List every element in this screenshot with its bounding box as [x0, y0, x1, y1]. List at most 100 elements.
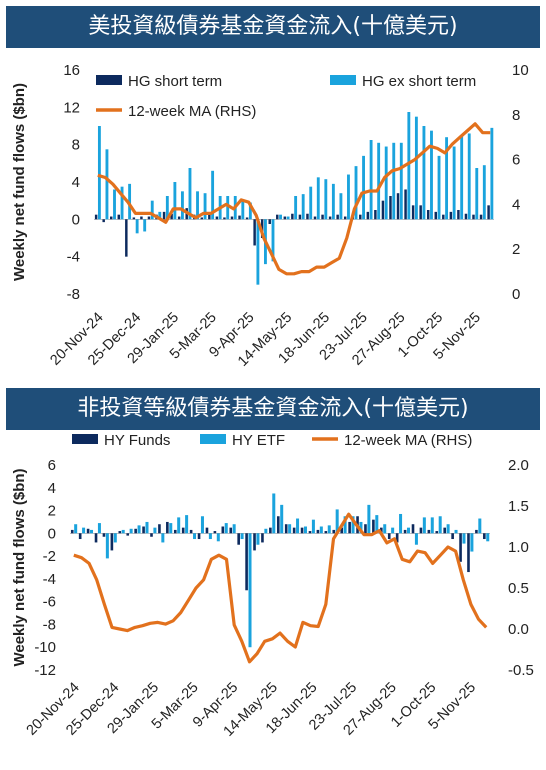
hy-legend-label: HY ETF — [232, 432, 285, 449]
hg-bar-hg-short-term — [223, 217, 226, 220]
hy-bar-hy-funds — [213, 531, 217, 534]
hy-bar-hy-funds — [126, 533, 130, 536]
hg-ma-line — [97, 122, 491, 276]
hg-bar-hg-short-term — [359, 214, 362, 220]
hy-bar-hy-funds — [459, 533, 462, 562]
hg-legend-swatch — [330, 75, 356, 85]
hy-bar-hy-etf — [303, 526, 307, 534]
chart-1-title: 美投資級債券基金資金流入(十億美元) — [6, 6, 540, 48]
hy-bar-hy-etf — [145, 521, 149, 534]
hg-bar-hg-short-term — [479, 214, 483, 220]
hg-bar-hg-short-term — [472, 214, 475, 220]
hg-bar-hg-ex-short-term — [460, 135, 464, 220]
hy-bar-hy-funds — [110, 533, 114, 551]
hy-bar-hy-etf — [478, 518, 482, 534]
hy-y-tick-label: 2 — [48, 503, 56, 520]
hy-bar-hy-funds — [364, 524, 367, 534]
hg-bar-hg-short-term — [177, 216, 181, 220]
hy-bar-hy-funds — [451, 533, 454, 540]
hy-bar-hy-funds — [483, 533, 486, 540]
hy-bar-hy-etf — [430, 517, 434, 534]
hy-y-tick-label: 6 — [48, 457, 56, 474]
hg-bar-hg-ex-short-term — [339, 193, 343, 220]
hy-y-tick-label: -10 — [34, 639, 56, 656]
hy-bar-hy-funds — [324, 531, 328, 534]
hg-bar-hg-ex-short-term — [490, 127, 494, 220]
hg-bar-hg-ex-short-term — [392, 142, 396, 220]
hg-bar-hg-short-term — [464, 213, 468, 220]
hy-bar-hy-etf — [319, 526, 323, 534]
hy-bar-hy-funds — [197, 533, 201, 540]
hy-bar-hy-etf — [296, 518, 300, 534]
hg-bar-hg-ex-short-term — [135, 219, 139, 234]
hg-bar-hg-short-term — [200, 217, 204, 220]
hy-bar-hy-funds — [419, 527, 423, 534]
hg-bar-hg-short-term — [426, 210, 430, 220]
hy-bar-hy-funds — [380, 527, 383, 534]
hy-bar-hy-etf — [343, 516, 347, 534]
hg-bar-hg-ex-short-term — [203, 193, 207, 220]
hg-bar-hg-short-term — [170, 213, 173, 220]
hy-bar-hy-funds — [411, 524, 415, 534]
hg-y-tick-label: -8 — [67, 286, 80, 303]
hy-bar-hy-etf — [137, 525, 141, 534]
hg-bar-hg-ex-short-term — [422, 126, 426, 220]
hy-bar-hy-funds — [427, 529, 431, 534]
hy-bar-hy-etf — [129, 528, 133, 534]
hg-bar-hg-short-term — [374, 210, 377, 220]
hg-bar-hg-short-term — [366, 211, 370, 220]
hy-bar-hy-etf — [177, 517, 181, 534]
hg-bar-hg-ex-short-term — [445, 137, 449, 220]
hg-y2-tick-label: 4 — [512, 196, 520, 213]
hg-bar-hg-short-term — [389, 196, 392, 220]
hy-bar-hy-funds — [205, 527, 209, 534]
hg-bar-hg-ex-short-term — [105, 149, 109, 220]
hg-bar-hg-short-term — [132, 217, 136, 220]
hy-bar-hy-funds — [403, 529, 407, 534]
hy-bar-hy-funds — [189, 529, 193, 534]
hg-bar-hg-ex-short-term — [158, 211, 162, 220]
hg-bar-hg-short-term — [411, 205, 415, 220]
hg-bar-hg-ex-short-term — [347, 174, 350, 220]
hg-bar-hg-short-term — [162, 211, 166, 220]
hg-legend-label: HG ex short term — [362, 73, 476, 90]
hy-bar-hy-funds — [269, 527, 272, 534]
hy-bar-hy-funds — [300, 527, 304, 534]
hy-bar-hy-funds — [292, 527, 296, 534]
hy-bar-hy-etf — [272, 493, 276, 534]
hg-bar-hg-ex-short-term — [188, 168, 192, 220]
hy-bar-hy-etf — [113, 533, 117, 543]
hg-bar-hg-short-term — [381, 200, 385, 220]
hg-bar-hg-ex-short-term — [467, 133, 471, 220]
hg-bar-hg-short-term — [245, 217, 249, 220]
hy-y-axis-label: Weekly net fund flows ($bn) — [11, 468, 28, 666]
hg-bar-hg-ex-short-term — [309, 186, 313, 220]
hy-y-tick-label: -2 — [43, 548, 56, 565]
hg-bar-hg-ex-short-term — [384, 146, 388, 220]
hg-bar-hg-short-term — [208, 214, 211, 220]
hg-bar-hg-ex-short-term — [301, 194, 305, 220]
hy-bar-hy-funds — [475, 529, 478, 534]
hy-bar-hy-funds — [253, 533, 256, 551]
hy-bar-hy-funds — [284, 524, 288, 534]
hg-y-tick-label: 8 — [72, 137, 80, 154]
hy-bar-hy-funds — [158, 524, 161, 534]
hg-bar-hg-ex-short-term — [120, 186, 124, 220]
hg-bar-hg-short-term — [313, 216, 317, 220]
hg-bar-hg-ex-short-term — [173, 182, 177, 220]
hg-bar-hg-short-term — [396, 193, 400, 220]
hg-bar-hg-ex-short-term — [482, 165, 486, 220]
hy-bar-hy-funds — [86, 528, 90, 534]
hg-legend-label: 12-week MA (RHS) — [128, 103, 256, 120]
hy-bar-hy-etf — [446, 524, 450, 534]
hg-y-tick-label: 0 — [72, 211, 80, 228]
hg-bar-hg-ex-short-term — [331, 183, 335, 220]
hg-bar-hg-ex-short-term — [97, 126, 101, 220]
hy-y2-tick-label: 2.0 — [508, 457, 529, 474]
hg-bar-hg-short-term — [328, 216, 332, 220]
hg-y-axis-label: Weekly net fund flows ($bn) — [11, 83, 28, 281]
hy-bar-hy-etf — [406, 527, 411, 534]
hg-bar-hg-ex-short-term — [128, 183, 132, 220]
hg-bar-hg-short-term — [147, 216, 151, 220]
hy-bar-hy-etf — [153, 527, 157, 534]
